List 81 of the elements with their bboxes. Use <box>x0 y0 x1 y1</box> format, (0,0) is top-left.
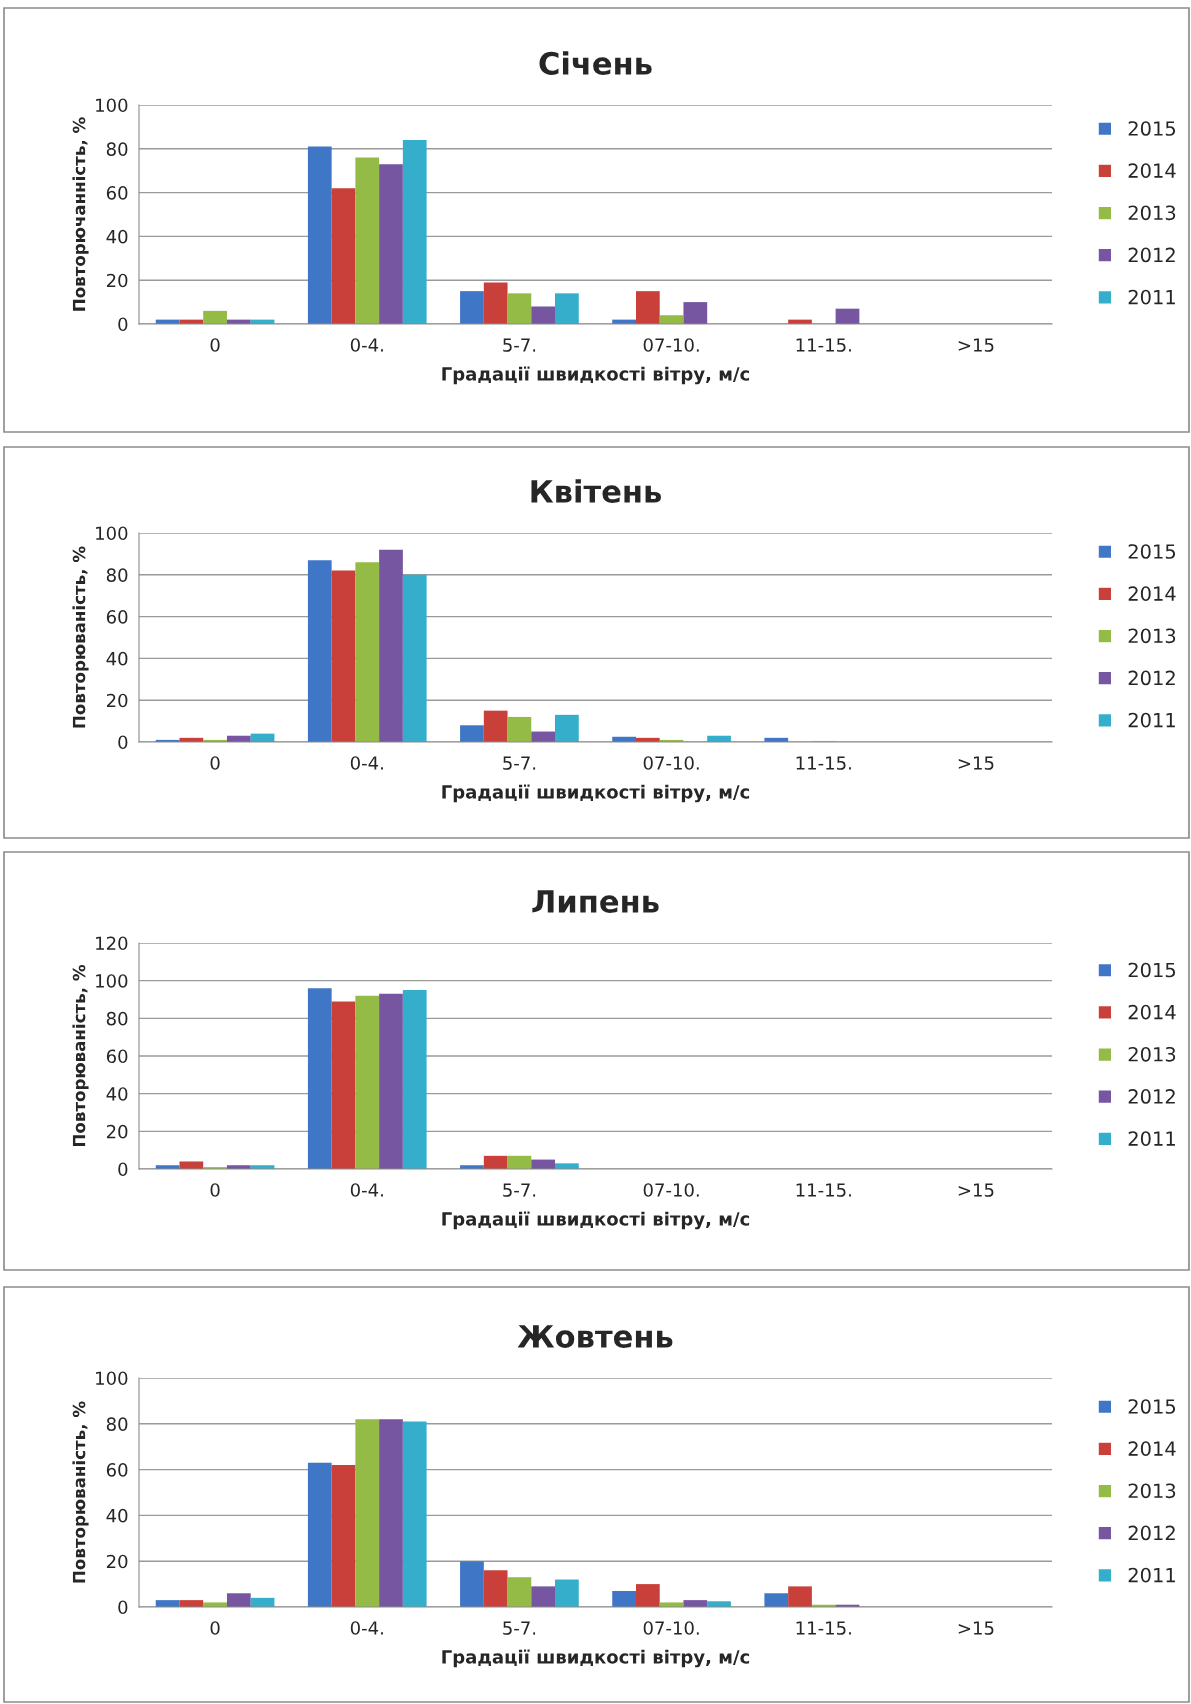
legend-label: 2014 <box>1128 586 1176 601</box>
x-tick-label: 0-4. <box>350 1621 383 1635</box>
y-tick-label: 0 <box>118 735 128 750</box>
x-tick-label: >15 <box>958 1621 994 1635</box>
x-tick-label: 5-7. <box>503 756 536 770</box>
x-tick-label: 07-10. <box>643 1621 699 1635</box>
y-tick-label: 0 <box>118 1600 128 1615</box>
x-tick-label: 07-10. <box>643 338 699 352</box>
y-tick-label: 100 <box>96 98 128 113</box>
y-axis-title: Повторюваність, % <box>72 1401 89 1583</box>
legend-label: 2011 <box>1128 1131 1175 1146</box>
legend-label: 2012 <box>1128 1089 1175 1104</box>
y-axis-title: Повторюваність, % <box>72 964 89 1147</box>
x-tick-label: 11-15. <box>796 756 851 770</box>
y-tick-label: 20 <box>106 273 128 288</box>
x-axis-title: Градації швидкості вітру, м/с <box>442 1649 750 1668</box>
y-tick-label: 80 <box>106 1011 128 1026</box>
x-tick-label: 0-4. <box>350 1183 383 1197</box>
legend-label: 2011 <box>1128 1567 1175 1583</box>
legend-label: 2012 <box>1128 670 1175 686</box>
x-axis-title: Градації швидкості вітру, м/с <box>442 366 750 385</box>
x-tick-label: 0 <box>210 1183 220 1197</box>
chart-title: Квітень <box>531 479 661 503</box>
x-tick-label: 0-4. <box>350 338 383 352</box>
y-tick-label: 20 <box>106 1554 128 1569</box>
y-axis-title: Повторючанність, % <box>72 117 89 311</box>
x-tick-label: 07-10. <box>643 756 699 770</box>
x-tick-label: >15 <box>958 338 994 352</box>
x-tick-label: 11-15. <box>796 1183 851 1197</box>
x-tick-label: 11-15. <box>796 1621 851 1635</box>
legend-label: 2013 <box>1128 1483 1176 1499</box>
chart-title: Липень <box>532 890 659 913</box>
y-tick-label: 20 <box>106 693 128 708</box>
y-tick-label: 60 <box>106 610 128 624</box>
y-tick-label: 80 <box>106 568 128 582</box>
legend-label: 2014 <box>1128 1441 1176 1456</box>
x-tick-label: 07-10. <box>643 1183 699 1197</box>
legend-label: 2014 <box>1128 163 1176 178</box>
y-tick-label: 100 <box>96 526 128 541</box>
x-tick-label: 0-4. <box>350 756 383 770</box>
y-tick-label: 100 <box>96 974 128 988</box>
y-tick-label: 40 <box>106 229 128 244</box>
y-tick-label: 100 <box>96 1371 128 1386</box>
y-tick-label: 60 <box>106 1463 128 1477</box>
legend-label: 2013 <box>1128 1046 1176 1062</box>
legend-label: 2013 <box>1128 628 1176 644</box>
x-tick-label: 5-7. <box>503 1621 536 1635</box>
chart-title: Січень <box>539 51 652 75</box>
y-tick-label: 40 <box>106 1508 128 1523</box>
y-tick-label: 80 <box>106 142 128 156</box>
x-tick-label: 5-7. <box>503 338 536 352</box>
x-tick-label: 11-15. <box>796 338 851 352</box>
y-tick-label: 60 <box>106 186 128 200</box>
legend-label: 2015 <box>1128 121 1176 136</box>
chart-title: Жовтень <box>517 1325 673 1348</box>
x-axis-title: Градації швидкості вітру, м/с <box>442 784 750 803</box>
y-tick-label: 0 <box>118 317 128 332</box>
legend-label: 2015 <box>1128 544 1176 559</box>
legend-label: 2011 <box>1128 712 1175 728</box>
y-axis-title: Повторюваність, % <box>72 546 89 728</box>
x-tick-label: 0 <box>210 756 220 770</box>
y-tick-label: 0 <box>118 1162 128 1177</box>
legend-label: 2012 <box>1128 247 1175 263</box>
legend-label: 2012 <box>1128 1525 1175 1541</box>
x-tick-label: 0 <box>210 1621 220 1635</box>
y-tick-label: 80 <box>106 1417 128 1431</box>
x-tick-label: 5-7. <box>503 1183 536 1197</box>
legend-label: 2013 <box>1128 205 1176 221</box>
legend-label: 2014 <box>1128 1004 1176 1020</box>
x-tick-label: >15 <box>958 756 994 770</box>
y-tick-label: 60 <box>106 1049 128 1064</box>
y-tick-label: 20 <box>106 1124 128 1139</box>
legend-label: 2015 <box>1128 962 1176 978</box>
x-axis-title: Градації швидкості вітру, м/с <box>442 1211 750 1230</box>
y-tick-label: 40 <box>106 651 128 666</box>
x-tick-label: 0 <box>210 338 220 352</box>
legend-label: 2015 <box>1128 1399 1176 1414</box>
x-tick-label: >15 <box>958 1183 994 1197</box>
y-tick-label: 120 <box>96 936 128 951</box>
legend-label: 2011 <box>1128 289 1175 305</box>
y-tick-label: 40 <box>106 1087 128 1101</box>
